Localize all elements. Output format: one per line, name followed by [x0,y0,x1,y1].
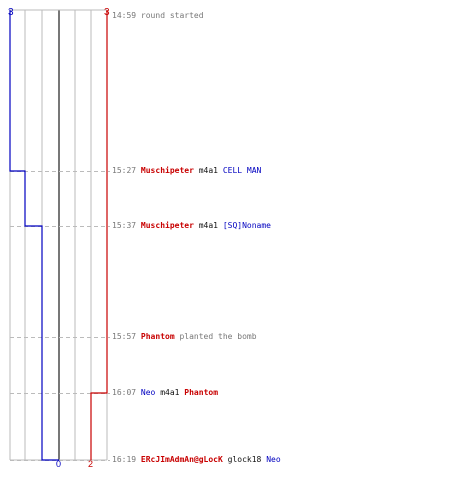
terrorist-player-name: Muschipeter [140,221,194,230]
ct-alive-step-line [9,10,59,461]
ct-start-count-label: 3 [8,7,14,18]
event-time: 15:27 [112,166,137,175]
ct-end-count-label: 0 [56,459,61,469]
event-time: 16:07 [112,388,137,397]
event-time: 16:19 [112,455,137,464]
player-count-step-lines [9,10,108,461]
ct-player-name: Neo [140,388,156,397]
t-end-count-label: 2 [88,459,93,469]
weapon-name: m4a1 [160,388,180,397]
event-message: planted the bomb [179,332,257,341]
t-start-count-label: 3 [104,7,110,18]
terrorist-player-name: Phantom [184,388,219,397]
event-time: 14:59 [112,11,137,20]
score-labels: 3 3 0 2 [8,7,110,469]
weapon-name: m4a1 [198,166,218,175]
weapon-name: m4a1 [198,221,218,230]
event-row: 15:37 Muschipeter m4a1 [SQ]Noname [112,220,271,232]
terrorist-alive-step-line [90,10,108,460]
event-row: 15:27 Muschipeter m4a1 CELL MAN [112,165,261,177]
ct-player-name: [SQ]Noname [222,221,271,230]
event-message: round started [140,11,204,20]
ct-player-name: Neo [266,455,281,464]
terrorist-player-name: ERcJImAdmAn@gLocK [140,455,223,464]
ct-player-name: CELL MAN [222,166,262,175]
weapon-name: glock18 [227,455,262,464]
event-row: 14:59 round started [112,10,204,22]
event-row: 16:19 ERcJImAdmAn@gLocK glock18 Neo [112,454,281,466]
event-row: 16:07 Neo m4a1 Phantom [112,387,218,399]
event-row: 15:57 Phantom planted the bomb [112,331,257,343]
event-time: 15:37 [112,221,137,230]
terrorist-player-name: Phantom [140,332,175,341]
terrorist-player-name: Muschipeter [140,166,194,175]
event-time: 15:57 [112,332,137,341]
